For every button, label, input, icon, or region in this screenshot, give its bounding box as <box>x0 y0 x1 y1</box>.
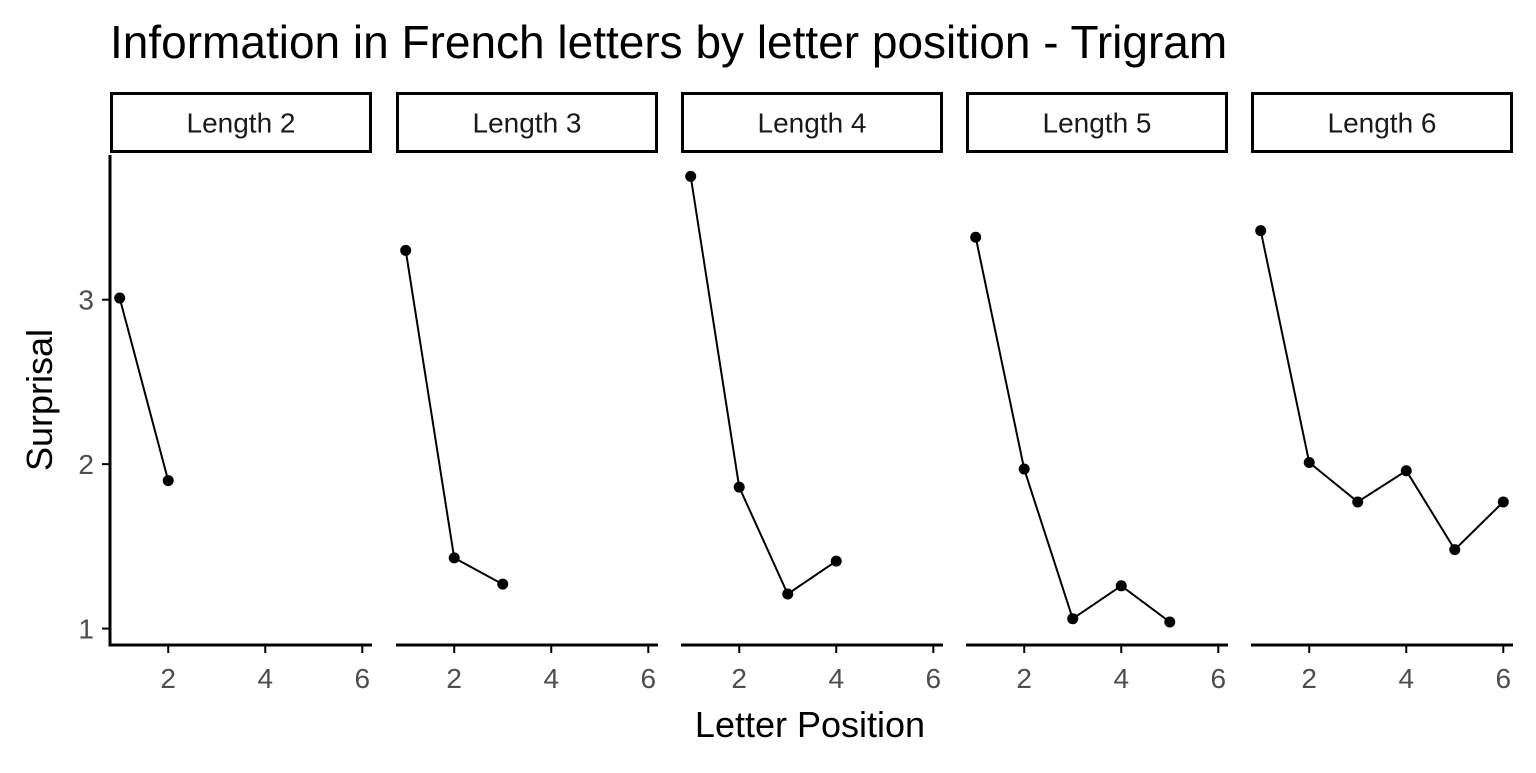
x-tick-label: 4 <box>828 663 844 694</box>
x-tick-label: 6 <box>1211 663 1227 694</box>
series-line <box>689 176 837 596</box>
data-point <box>1303 456 1315 468</box>
y-tick-label: 1 <box>78 614 94 645</box>
facet-strip-label: Length 5 <box>1043 108 1152 139</box>
facet-panel: Length 6 2 4 6 <box>1251 92 1513 694</box>
data-point <box>830 555 842 567</box>
x-tick-label: 2 <box>446 663 462 694</box>
data-point <box>400 244 412 256</box>
chart-title: Information in French letters by letter … <box>110 16 1227 68</box>
data-point <box>162 475 174 487</box>
facet-strip <box>966 92 1228 153</box>
data-point <box>970 231 982 243</box>
x-axis-title: Letter Position <box>695 704 925 745</box>
x-tick-label: 6 <box>641 663 657 694</box>
data-point <box>782 588 794 600</box>
data-point <box>1449 544 1461 556</box>
data-point <box>448 552 460 564</box>
series-line <box>118 297 170 481</box>
x-tick-label: 4 <box>1398 663 1414 694</box>
x-tick-label: 2 <box>731 663 747 694</box>
series-line <box>974 236 1171 623</box>
y-tick-label: 2 <box>78 449 94 480</box>
x-tick-label: 4 <box>257 663 273 694</box>
data-point <box>1115 580 1127 592</box>
data-point <box>685 170 697 182</box>
x-tick-label: 2 <box>160 663 176 694</box>
data-point <box>733 481 745 493</box>
data-point <box>1164 616 1176 628</box>
facet-strip-label: Length 6 <box>1328 108 1437 139</box>
facet-panel: Length 3 2 4 6 <box>396 92 658 694</box>
facet-panel: Length 5 2 4 6 <box>966 92 1228 694</box>
facet-strip-label: Length 2 <box>187 108 296 139</box>
x-tick-label: 4 <box>543 663 559 694</box>
x-tick-label: 6 <box>355 663 371 694</box>
data-point <box>497 578 509 590</box>
data-point <box>1352 496 1364 508</box>
facet-strip-label: Length 4 <box>758 108 867 139</box>
x-tick-label: 2 <box>1016 663 1032 694</box>
x-tick-label: 6 <box>1496 663 1512 694</box>
facet-strip <box>396 92 658 153</box>
facet-strip <box>681 92 943 153</box>
data-point <box>1400 465 1412 477</box>
x-tick-label: 2 <box>1301 663 1317 694</box>
facet-strip <box>1251 92 1513 153</box>
facet-strip <box>110 92 372 153</box>
data-point <box>1067 613 1079 625</box>
facet-panel: Length 4 2 4 6 <box>681 92 943 694</box>
data-point <box>114 292 126 304</box>
data-point <box>1497 496 1509 508</box>
series-line <box>1259 230 1505 552</box>
x-tick-label: 4 <box>1113 663 1129 694</box>
series-line <box>404 250 504 586</box>
data-point <box>1018 463 1030 475</box>
facet-strip-label: Length 3 <box>473 108 582 139</box>
facet-panel: Length 2 2 4 6 1 2 3 <box>78 92 372 694</box>
data-point <box>1255 225 1267 237</box>
y-axis-title: Surprisal <box>19 329 60 471</box>
x-tick-label: 6 <box>926 663 942 694</box>
y-tick-label: 3 <box>78 285 94 316</box>
